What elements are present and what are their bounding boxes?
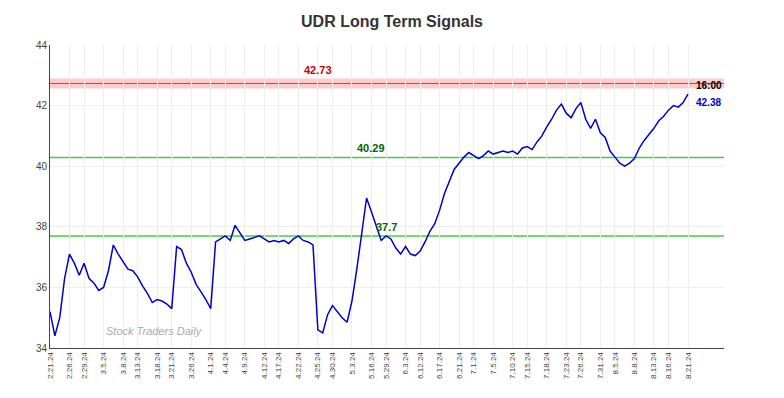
svg-text:44: 44 <box>36 40 48 51</box>
svg-text:7.18.24: 7.18.24 <box>542 352 551 379</box>
svg-text:7.5.24: 7.5.24 <box>489 352 498 375</box>
svg-text:8.16.24: 8.16.24 <box>664 352 673 379</box>
svg-text:37.7: 37.7 <box>376 221 397 233</box>
svg-text:42: 42 <box>36 100 48 111</box>
svg-text:42.73: 42.73 <box>304 64 332 76</box>
svg-text:6.3.24: 6.3.24 <box>401 352 410 375</box>
svg-text:3.26.24: 3.26.24 <box>187 352 196 379</box>
svg-text:8.8.24: 8.8.24 <box>630 352 639 375</box>
svg-text:UDR Long Term Signals: UDR Long Term Signals <box>301 13 483 30</box>
svg-text:42.38: 42.38 <box>696 97 721 108</box>
svg-text:5.29.24: 5.29.24 <box>382 352 391 379</box>
svg-text:5.16.24: 5.16.24 <box>367 352 376 379</box>
svg-text:4.12.24: 4.12.24 <box>260 352 269 379</box>
svg-text:4.4.24: 4.4.24 <box>221 352 230 375</box>
svg-text:7.26.24: 7.26.24 <box>576 352 585 379</box>
svg-text:2.21.24: 2.21.24 <box>46 352 55 379</box>
svg-text:40: 40 <box>36 161 48 172</box>
svg-text:6.17.24: 6.17.24 <box>435 352 444 379</box>
svg-text:7.10.24: 7.10.24 <box>508 352 517 379</box>
svg-text:38: 38 <box>36 221 48 232</box>
svg-text:8.13.24: 8.13.24 <box>650 352 659 379</box>
svg-text:6.21.24: 6.21.24 <box>455 352 464 379</box>
svg-text:3.8.24: 3.8.24 <box>119 352 128 375</box>
svg-text:4.17.24: 4.17.24 <box>275 352 284 379</box>
svg-text:4.30.24: 4.30.24 <box>328 352 337 379</box>
svg-text:2.26.24: 2.26.24 <box>65 352 74 379</box>
svg-text:40.29: 40.29 <box>357 142 385 154</box>
svg-text:7.1.24: 7.1.24 <box>469 352 478 375</box>
svg-text:4.9.24: 4.9.24 <box>240 352 249 375</box>
svg-text:6.12.24: 6.12.24 <box>416 352 425 379</box>
svg-text:4.1.24: 4.1.24 <box>206 352 215 375</box>
svg-text:16:00: 16:00 <box>696 80 722 91</box>
svg-text:7.31.24: 7.31.24 <box>596 352 605 379</box>
svg-text:8.5.24: 8.5.24 <box>611 352 620 375</box>
svg-text:Stock Traders Daily: Stock Traders Daily <box>106 325 203 337</box>
svg-text:3.21.24: 3.21.24 <box>167 352 176 379</box>
svg-text:4.25.24: 4.25.24 <box>313 352 322 379</box>
svg-text:2.29.24: 2.29.24 <box>80 352 89 379</box>
svg-text:4.22.24: 4.22.24 <box>294 352 303 379</box>
svg-text:7.23.24: 7.23.24 <box>562 352 571 379</box>
svg-text:8.21.24: 8.21.24 <box>684 352 693 379</box>
svg-text:3.18.24: 3.18.24 <box>153 352 162 379</box>
svg-text:3.13.24: 3.13.24 <box>133 352 142 379</box>
svg-text:7.15.24: 7.15.24 <box>523 352 532 379</box>
svg-text:3.5.24: 3.5.24 <box>99 352 108 375</box>
svg-text:34: 34 <box>36 343 48 354</box>
svg-text:36: 36 <box>36 282 48 293</box>
svg-text:5.3.24: 5.3.24 <box>348 352 357 375</box>
